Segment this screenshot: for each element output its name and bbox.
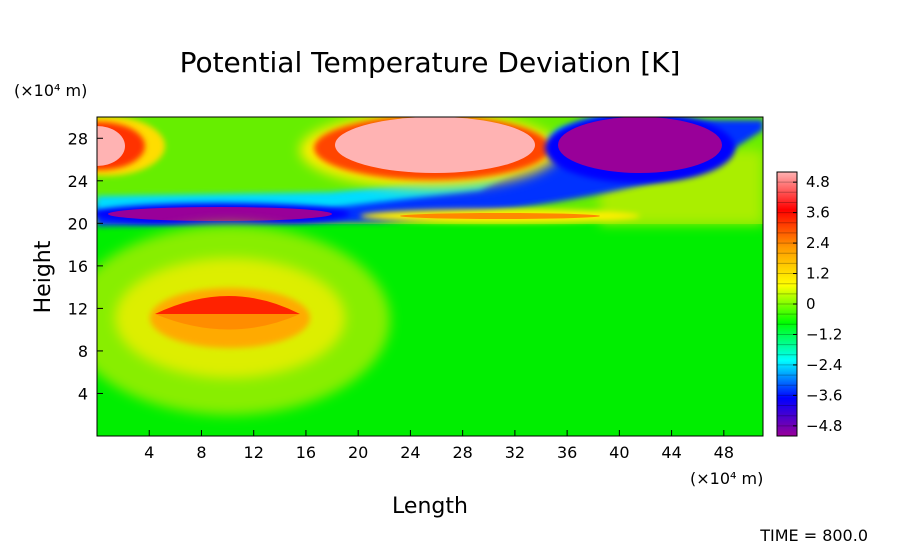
y-tick-label: 4 [78, 384, 88, 403]
y-ticks: 4 8 12 16 20 24 28 [68, 129, 103, 403]
colorbar-label: 1.2 [806, 265, 830, 283]
x-tick-label: 44 [661, 443, 681, 462]
bubble-red-cap [155, 296, 300, 314]
left-warm-core [97, 126, 125, 166]
x-tick-label: 4 [144, 443, 154, 462]
colorbar-label: −4.8 [806, 417, 842, 435]
x-tick-label: 8 [196, 443, 206, 462]
x-tick-label: 48 [714, 443, 734, 462]
warm-region-core [335, 117, 535, 173]
y-tick-label: 8 [78, 342, 88, 361]
plot-frame [96, 116, 764, 437]
x-ticks: 4 8 12 16 20 24 28 32 36 40 44 48 [144, 430, 734, 462]
x-tick-label: 36 [557, 443, 577, 462]
x-tick-label: 40 [609, 443, 629, 462]
cyan-ribbon [97, 117, 610, 212]
y-axis-label: Height [31, 240, 56, 313]
y-tick-label: 12 [68, 299, 88, 318]
y-tick-label: 16 [68, 257, 88, 276]
y-tick-label: 24 [68, 172, 88, 191]
warm-strip-core [400, 213, 600, 219]
colorbar-label: −1.2 [806, 325, 842, 343]
x-axis-label: Length [392, 494, 468, 519]
x-tick-label: 16 [296, 443, 316, 462]
x-tick-label: 28 [452, 443, 472, 462]
colorbar-label: 3.6 [806, 204, 830, 222]
y-axis-unit: (×10⁴ m) [14, 81, 87, 100]
colorbar-label: −3.6 [806, 386, 842, 404]
plot-area [97, 117, 763, 436]
bubble-orange-base [155, 314, 300, 330]
x-tick-label: 12 [244, 443, 264, 462]
y-tick-label: 20 [68, 214, 88, 233]
x-axis-unit: (×10⁴ m) [690, 469, 763, 488]
y-tick-label: 28 [68, 129, 88, 148]
x-tick-label: 24 [400, 443, 420, 462]
colorbar-label: 0 [806, 295, 816, 313]
colorbar: 4.8 3.6 2.4 1.2 0 −1.2 −2.4 −3.6 −4.8 [776, 171, 842, 437]
time-label: TIME = 800.0 [759, 526, 868, 544]
colorbar-label: 4.8 [806, 173, 830, 191]
x-tick-label: 32 [505, 443, 525, 462]
colorbar-label: −2.4 [806, 356, 842, 374]
colorbar-label: 2.4 [806, 234, 830, 252]
x-tick-label: 20 [348, 443, 368, 462]
cold-region-core [558, 117, 722, 173]
chart-title: Potential Temperature Deviation [K] [180, 46, 681, 79]
cold-strip-core [108, 207, 332, 221]
